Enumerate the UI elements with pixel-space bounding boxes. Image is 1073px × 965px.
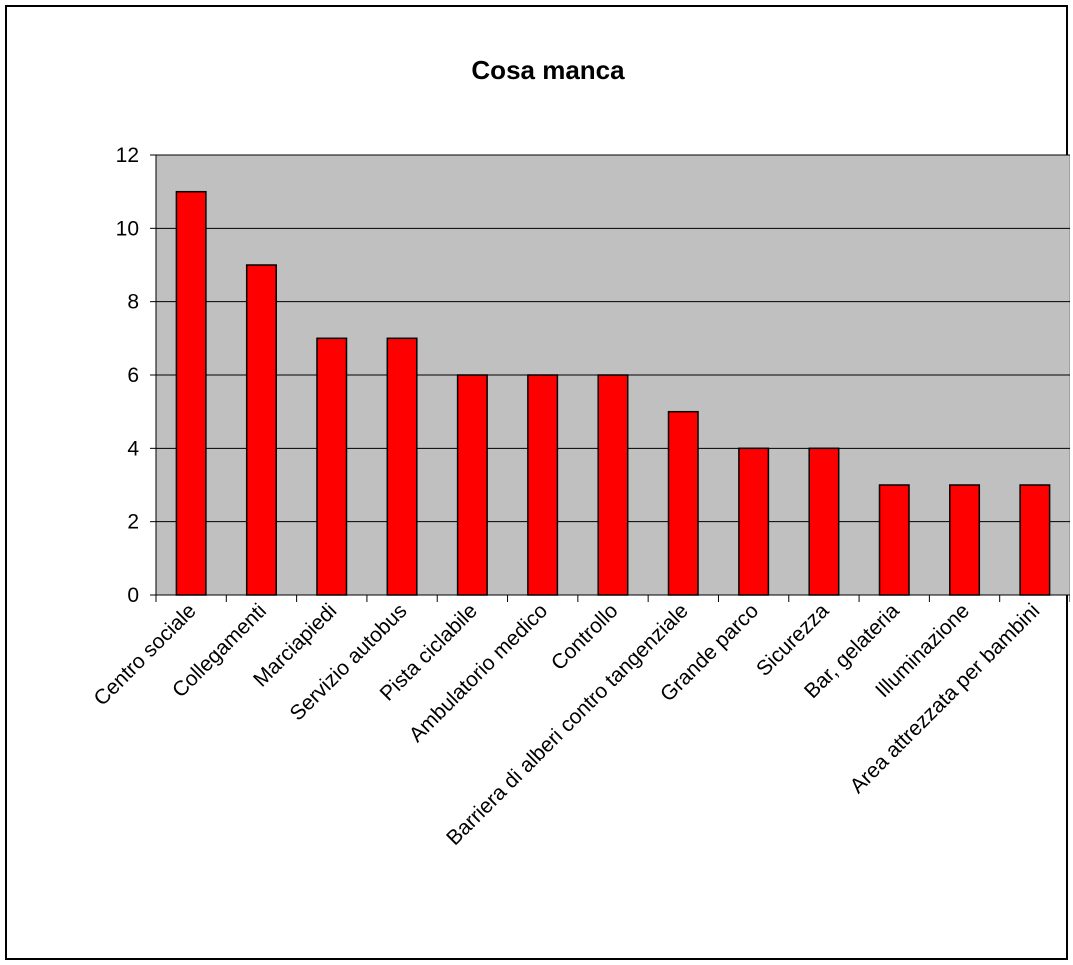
x-tick-label: Ambulatorio medico [405,599,552,746]
chart-frame: Cosa manca 0 2 4 6 8 10 12 Centro sociale Colle… [5,5,1070,960]
bar-12 [949,484,981,596]
bar-5 [456,374,488,596]
bar-4 [386,337,418,596]
y-tick-label: 6 [127,364,139,387]
bar-11 [878,484,910,596]
bar-3 [316,337,348,596]
bar-1 [175,190,207,596]
y-tick-label: 12 [116,144,139,167]
bar-8 [667,410,699,596]
axes [150,154,1070,602]
bar-10 [808,447,840,596]
x-tick-label: Servizio autobus [286,599,412,725]
y-tick-label: 4 [127,437,139,460]
bar-7 [597,374,629,596]
y-tick-label: 0 [127,584,139,607]
chart-title: Cosa manca [471,55,625,85]
x-tick-labels: Centro socialeCollegamentiMarciapiediSer… [90,599,1045,850]
y-tick-labels: 0 2 4 6 8 10 12 [116,144,140,607]
y-tick-label: 2 [127,511,139,534]
bar-chart: Cosa manca 0 2 4 6 8 10 12 Centro socialeColle… [90,55,1070,850]
bar-13 [1019,484,1051,596]
y-tick-label: 8 [127,291,139,314]
y-tick-label: 10 [116,217,139,240]
bar-6 [527,374,559,596]
bar-2 [245,264,277,596]
bar-9 [738,447,770,596]
